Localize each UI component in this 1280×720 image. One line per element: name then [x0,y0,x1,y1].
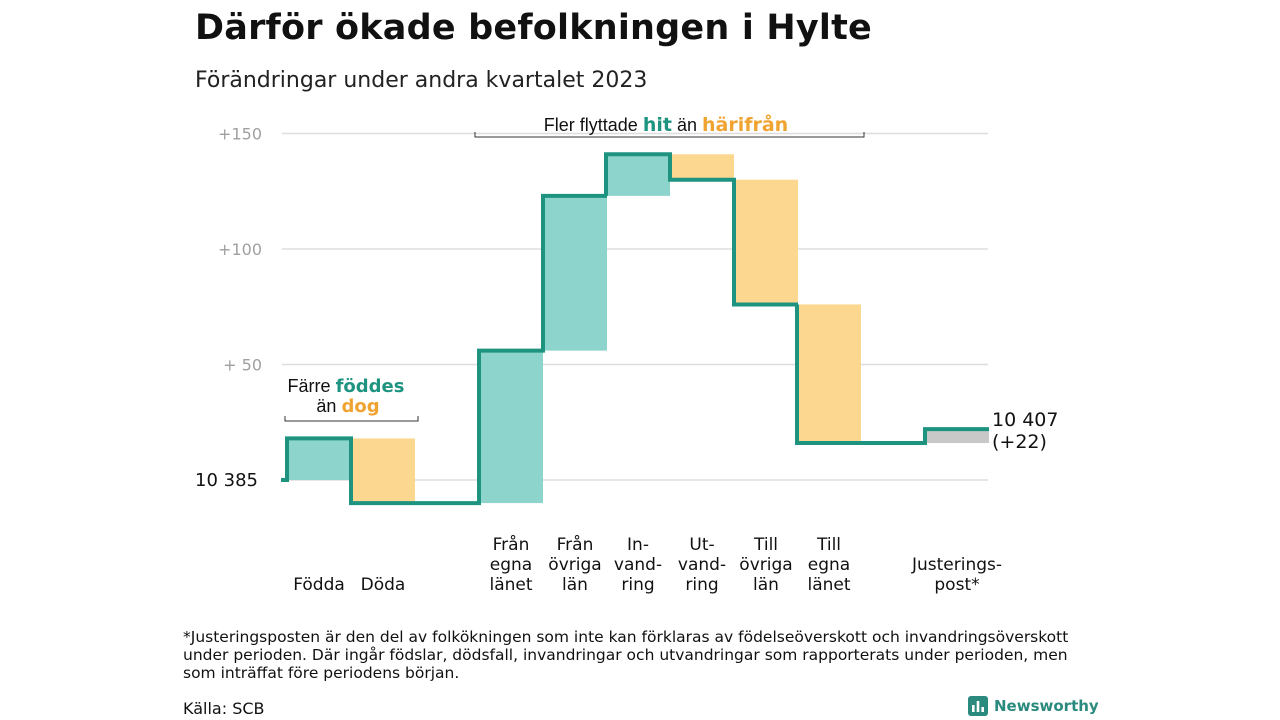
category-label: länet [489,575,532,595]
category-label: egna [808,555,850,575]
bar-8 [925,429,989,444]
newsworthy-logo: Newsworthy [968,696,1099,716]
category-label: Från [557,534,594,555]
category-label: vand- [614,555,662,575]
annotation-text: härifrån [702,112,788,136]
annotation-text: föddes [336,376,405,397]
category-label: vand- [678,555,726,575]
source-label: Källa: SCB [183,699,265,718]
category-label: egna [490,555,532,575]
footnote: *Justeringsposten är den del av folkökni… [183,628,1069,682]
bar-7 [797,304,861,444]
migration-bracket [474,132,865,138]
births-annotation-line2: än dog [316,396,379,417]
bar-3 [543,195,607,351]
logo-text: Newsworthy [994,697,1099,715]
category-label: Till [816,535,841,555]
y-tick-label: + 50 [223,356,262,375]
cumulative-step-line [281,152,989,506]
category-label: län [753,575,779,595]
annotation-text: hit [643,114,672,136]
migration-annotation: Fler flyttade hit än härifrån [544,112,788,136]
bar-chart-icon [968,696,988,716]
annotation-text: än [316,396,341,416]
category-label: län [562,575,588,595]
category-label: In- [627,535,649,555]
end-value-label: 10 407 [992,409,1058,431]
category-label: ring [621,575,654,595]
chart-subtitle: Förändringar under andra kvartalet 2023 [195,68,648,93]
y-tick-label: +150 [218,125,262,144]
end-change-label: (+22) [992,431,1047,453]
chart-title: Därför ökade befolkningen i Hylte [195,8,872,48]
category-label: Födda [293,575,345,595]
category-label: Justerings- [911,555,1002,575]
bar-1 [351,438,415,504]
category-label: övriga [739,555,792,575]
y-tick-label: +100 [218,240,262,259]
annotation-text: än [672,115,702,135]
bar-5 [670,154,734,180]
bar-2 [479,350,543,504]
bar-0 [287,438,351,480]
annotation-text: dog [341,396,379,417]
annotation-text: Fler flyttade [544,115,643,135]
category-label: övriga [548,555,601,575]
waterfall-chart: +150 +100 + 50 10 385 10 407(+22) Födda Döda Fr… [195,112,1058,595]
births-annotation-line1: Färre föddes [288,376,405,397]
category-label: Döda [361,575,406,595]
category-label: Från [493,534,530,555]
category-label: Till [753,535,778,555]
bar-6 [734,179,798,305]
start-value-label: 10 385 [195,470,258,491]
category-label: länet [807,575,850,595]
category-label: Ut- [689,535,714,555]
category-label: post* [934,575,979,595]
births-bracket [284,416,419,422]
bar-4 [606,154,670,196]
category-label: ring [685,575,718,595]
annotation-text: Färre [288,376,336,396]
